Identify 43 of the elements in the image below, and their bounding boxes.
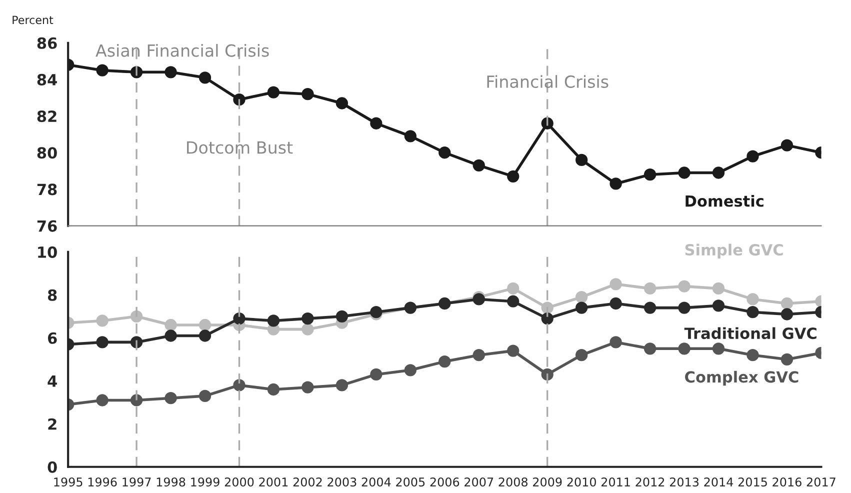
x-tick-label: 2010	[567, 478, 596, 487]
y-tick-label: 86	[37, 37, 57, 49]
y-tick-label: 4	[48, 376, 57, 387]
y-tick-label: 78	[37, 184, 57, 196]
ref-line-label: Financial Crisis	[487, 75, 608, 88]
x-tick-label: 2007	[464, 478, 494, 487]
x-tick-label: 1996	[88, 478, 117, 487]
x-tick-label: 2002	[293, 478, 322, 487]
y-tick-label: 82	[37, 110, 56, 122]
x-tick-label: 2000	[224, 478, 254, 487]
x-tick-label: 2004	[362, 478, 391, 487]
x-tick-label: 2003	[328, 478, 356, 487]
y-tick-label: 10	[38, 246, 57, 258]
y-tick-label: 0	[48, 461, 57, 473]
x-tick-label: 2008	[498, 478, 528, 487]
y-tick-label: 84	[37, 74, 57, 86]
x-tick-label: 2006	[430, 478, 460, 487]
ref-line-label: Asian Financial Crisis	[96, 44, 269, 57]
x-tick-label: 2015	[738, 478, 767, 487]
x-tick-label: 1999	[191, 478, 220, 487]
x-tick-label: 2005	[396, 478, 425, 487]
x-tick-label: 2017	[806, 478, 836, 487]
series-label: Domestic	[686, 194, 764, 207]
y-axis-title: Percent	[12, 16, 54, 24]
series-label: Traditional GVC	[684, 327, 816, 340]
x-tick-label: 2011	[601, 478, 630, 487]
x-tick-label: 1995	[54, 478, 82, 487]
x-tick-label: 2001	[259, 478, 288, 487]
x-tick-label: 2014	[704, 478, 734, 487]
y-tick-label: 8	[48, 289, 57, 301]
ref-line-label: Dotcom Bust	[187, 141, 293, 154]
series-label: Complex GVC	[685, 370, 798, 386]
x-tick-label: 2013	[670, 478, 699, 487]
y-tick-label: 2	[48, 418, 56, 430]
x-tick-label: 1997	[122, 478, 151, 487]
x-tick-label: 2009	[533, 478, 562, 487]
y-tick-label: 80	[37, 147, 57, 159]
y-tick-label: 76	[37, 220, 57, 232]
x-tick-label: 2016	[772, 478, 802, 487]
x-tick-label: 2012	[636, 478, 664, 487]
series-label: Simple GVC	[685, 244, 783, 259]
y-tick-label: 6	[48, 332, 57, 344]
x-tick-label: 1998	[156, 478, 186, 487]
